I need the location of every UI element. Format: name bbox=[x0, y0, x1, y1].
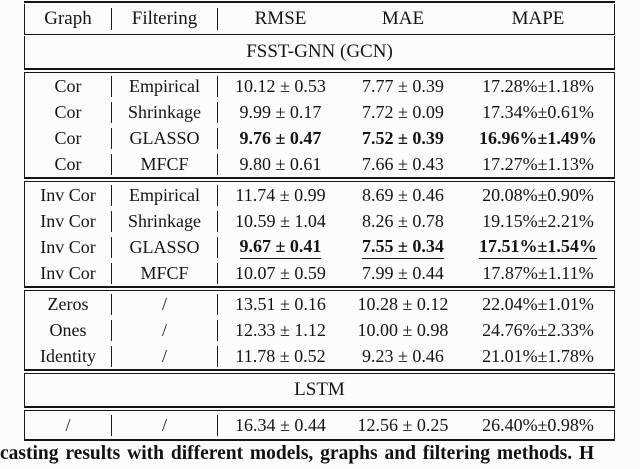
cell-graph: Zeros bbox=[25, 293, 112, 315]
cell-mae: 7.77 ± 0.39 bbox=[362, 75, 444, 96]
column-header-graph: Graph bbox=[25, 8, 112, 30]
cell-filtering: Shrinkage bbox=[112, 101, 218, 123]
table-rule bbox=[24, 406, 615, 411]
cell-graph: Cor bbox=[25, 101, 112, 123]
cell-rmse: 9.76 ± 0.47 bbox=[239, 127, 322, 148]
cell-filtering: Shrinkage bbox=[112, 210, 218, 232]
cell-mae: 8.26 ± 0.78 bbox=[362, 210, 444, 231]
cell-rmse: 10.12 ± 0.53 bbox=[235, 75, 326, 96]
cell-rmse: 12.33 ± 1.12 bbox=[235, 319, 326, 340]
cell-mae: 7.55 ± 0.34 bbox=[343, 236, 463, 259]
cell-mae: 10.28 ± 0.12 bbox=[357, 293, 449, 314]
table-rule bbox=[24, 286, 615, 291]
section-header-fsst-gnn: FSST-GNN (GCN) bbox=[24, 36, 615, 68]
cell-rmse: 9.80 ± 0.61 bbox=[239, 153, 322, 174]
cell-filtering: Empirical bbox=[112, 184, 218, 206]
cell-mae: 7.52 ± 0.39 bbox=[362, 127, 444, 148]
table-row: Cor MFCF 9.80 ± 0.61 7.66 ± 0.43 17.27%±… bbox=[24, 151, 615, 177]
table-row: Inv Cor MFCF 10.07 ± 0.59 7.99 ± 0.44 17… bbox=[24, 260, 615, 286]
column-header-rmse: RMSE bbox=[254, 8, 307, 29]
table-row: Zeros / 13.51 ± 0.16 10.28 ± 0.12 22.04%… bbox=[24, 291, 615, 317]
results-table: Graph Filtering RMSE MAE MAPE FSST-GNN (… bbox=[24, 1, 615, 442]
cell-mape: 17.87%±1.11% bbox=[482, 262, 594, 283]
section-header-lstm: LSTM bbox=[24, 374, 615, 406]
cell-rmse: 10.07 ± 0.59 bbox=[235, 262, 326, 283]
cell-filtering: MFCF bbox=[112, 153, 218, 175]
cell-mape: 17.51%±1.54% bbox=[463, 236, 613, 259]
cell-graph: Identity bbox=[25, 345, 112, 367]
cell-graph: Inv Cor bbox=[25, 236, 112, 258]
cell-mae: 8.69 ± 0.46 bbox=[362, 184, 444, 205]
cell-mape: 24.76%±2.33% bbox=[482, 319, 594, 340]
cell-rmse: 9.67 ± 0.41 bbox=[218, 236, 343, 259]
group-inv-cor: Inv Cor Empirical 11.74 ± 0.99 8.69 ± 0.… bbox=[24, 182, 615, 286]
column-header-filtering: Filtering bbox=[112, 8, 218, 30]
cell-filtering: GLASSO bbox=[112, 127, 218, 149]
cell-mape: 22.04%±1.01% bbox=[482, 293, 594, 314]
cell-graph: / bbox=[25, 414, 112, 436]
cell-mae: 7.72 ± 0.09 bbox=[362, 101, 444, 122]
table-row-best-gcn-cor: Cor GLASSO 9.76 ± 0.47 7.52 ± 0.39 16.96… bbox=[24, 125, 615, 151]
cell-filtering: Empirical bbox=[112, 75, 218, 97]
table-header-row: Graph Filtering RMSE MAE MAPE bbox=[24, 4, 615, 34]
cell-mape: 26.40%±0.98% bbox=[482, 414, 594, 435]
table-rule bbox=[24, 177, 615, 182]
cell-graph: Inv Cor bbox=[25, 262, 112, 284]
cell-graph: Cor bbox=[25, 127, 112, 149]
cell-rmse: 11.74 ± 0.99 bbox=[235, 184, 326, 205]
cell-filtering: GLASSO bbox=[112, 236, 218, 258]
cell-graph: Ones bbox=[25, 319, 112, 341]
table-row-lstm: / / 16.34 ± 0.44 12.56 ± 0.25 26.40%±0.9… bbox=[24, 411, 615, 439]
table-row: Inv Cor Shrinkage 10.59 ± 1.04 8.26 ± 0.… bbox=[24, 208, 615, 234]
cell-mape: 21.01%±1.78% bbox=[482, 345, 594, 366]
cell-mae: 7.66 ± 0.43 bbox=[362, 153, 444, 174]
cell-rmse: 13.51 ± 0.16 bbox=[235, 293, 326, 314]
table-rule bbox=[24, 34, 615, 36]
cell-graph: Cor bbox=[25, 75, 112, 97]
cell-mape: 17.34%±0.61% bbox=[482, 101, 594, 122]
cell-mape: 17.28%±1.18% bbox=[482, 75, 594, 96]
column-header-mape: MAPE bbox=[511, 8, 565, 29]
cell-graph: Inv Cor bbox=[25, 210, 112, 232]
cell-graph: Inv Cor bbox=[25, 184, 112, 206]
group-baseline-graphs: Zeros / 13.51 ± 0.16 10.28 ± 0.12 22.04%… bbox=[24, 291, 615, 369]
cell-rmse: 9.99 ± 0.17 bbox=[239, 101, 322, 122]
table-rule-bottom bbox=[24, 439, 615, 442]
cell-filtering: / bbox=[112, 293, 218, 315]
cell-mape: 17.27%±1.13% bbox=[482, 153, 594, 174]
table-rule bbox=[24, 369, 615, 374]
cell-mape: 19.15%±2.21% bbox=[482, 210, 594, 231]
cell-mape: 16.96%±1.49% bbox=[479, 127, 597, 148]
cell-filtering: MFCF bbox=[112, 262, 218, 284]
cell-rmse: 10.59 ± 1.04 bbox=[235, 210, 326, 231]
cell-rmse: 11.78 ± 0.52 bbox=[235, 345, 326, 366]
table-row: Cor Shrinkage 9.99 ± 0.17 7.72 ± 0.09 17… bbox=[24, 99, 615, 125]
table-row-best-overall: Inv Cor GLASSO 9.67 ± 0.41 7.55 ± 0.34 1… bbox=[24, 234, 615, 260]
cell-mae: 10.00 ± 0.98 bbox=[357, 319, 449, 340]
cell-mae: 12.56 ± 0.25 bbox=[357, 414, 449, 435]
table-caption: casting results with different models, g… bbox=[0, 443, 595, 464]
cell-filtering: / bbox=[112, 345, 218, 367]
table-row: Inv Cor Empirical 11.74 ± 0.99 8.69 ± 0.… bbox=[24, 182, 615, 208]
cell-graph: Cor bbox=[25, 153, 112, 175]
table-row: Cor Empirical 10.12 ± 0.53 7.77 ± 0.39 1… bbox=[24, 73, 615, 99]
cell-filtering: / bbox=[112, 319, 218, 341]
group-cor: Cor Empirical 10.12 ± 0.53 7.77 ± 0.39 1… bbox=[24, 73, 615, 177]
cell-mape: 20.08%±0.90% bbox=[482, 184, 594, 205]
table-rule bbox=[24, 68, 615, 73]
cell-mae: 9.23 ± 0.46 bbox=[362, 345, 444, 366]
column-header-mae: MAE bbox=[381, 8, 425, 29]
table-row: Identity / 11.78 ± 0.52 9.23 ± 0.46 21.0… bbox=[24, 343, 615, 369]
table-rule-top bbox=[24, 1, 615, 4]
cell-mae: 7.99 ± 0.44 bbox=[362, 262, 444, 283]
cell-filtering: / bbox=[112, 414, 218, 436]
cell-rmse: 16.34 ± 0.44 bbox=[235, 414, 326, 435]
table-row: Ones / 12.33 ± 1.12 10.00 ± 0.98 24.76%±… bbox=[24, 317, 615, 343]
